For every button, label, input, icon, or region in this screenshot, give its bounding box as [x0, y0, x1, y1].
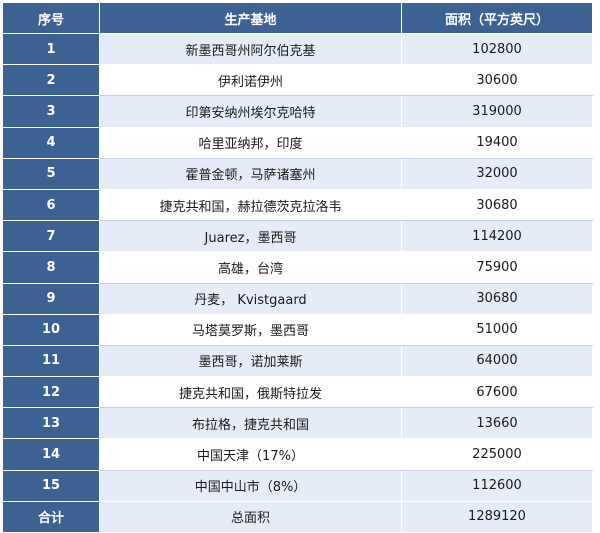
row-number-cell: 8	[2, 251, 100, 284]
total-label: 合计	[2, 500, 100, 533]
area-cell: 30680	[401, 282, 593, 315]
area-cell: 114200	[401, 220, 593, 253]
row-number-cell: 11	[2, 344, 100, 378]
area-cell: 75900	[401, 251, 593, 284]
area-cell: 30680	[401, 188, 593, 222]
site-cell: 马塔莫罗斯，墨西哥	[99, 313, 402, 346]
column-header-site: 生产基地	[99, 2, 402, 34]
site-cell: Juarez，墨西哥	[99, 220, 402, 253]
table-row: 13 布拉格，捷克共和国 13660	[2, 407, 593, 440]
row-number-cell: 13	[2, 407, 100, 440]
site-cell: 中国中山市（8%）	[99, 469, 402, 502]
table-row: 10 马塔莫罗斯，墨西哥 51000	[2, 313, 593, 346]
table-row: 9 丹麦， Kvistgaard 30680	[2, 282, 593, 315]
table-row: 15 中国中山市（8%） 112600	[2, 469, 593, 502]
table-header-row: 序号 生产基地 面积（平方英尺）	[2, 2, 593, 34]
table-row: 6 捷克共和国，赫拉德茨克拉洛韦 30680	[2, 188, 593, 222]
row-number-cell: 15	[2, 469, 100, 502]
area-cell: 51000	[401, 313, 593, 346]
site-cell: 捷克共和国，俄斯特拉发	[99, 376, 402, 409]
area-cell: 102800	[401, 32, 593, 66]
site-cell: 高雄，台湾	[99, 251, 402, 284]
site-cell: 墨西哥，诺加莱斯	[99, 344, 402, 378]
site-cell: 伊利诺伊州	[99, 64, 402, 97]
site-cell: 霍普金顿，马萨诸塞州	[99, 157, 402, 190]
table-row: 12 捷克共和国，俄斯特拉发 67600	[2, 376, 593, 409]
area-cell: 64000	[401, 344, 593, 378]
row-number-cell: 12	[2, 376, 100, 409]
area-cell: 30600	[401, 64, 593, 97]
table-row: 11 墨西哥，诺加莱斯 64000	[2, 344, 593, 378]
area-cell: 67600	[401, 376, 593, 409]
area-cell: 112600	[401, 469, 593, 502]
site-cell: 丹麦， Kvistgaard	[99, 282, 402, 315]
site-cell: 布拉格，捷克共和国	[99, 407, 402, 440]
table-row: 2 伊利诺伊州 30600	[2, 64, 593, 97]
site-cell: 印第安纳州埃尔克哈特	[99, 95, 402, 128]
table-row: 8 高雄，台湾 75900	[2, 251, 593, 284]
table-row: 14 中国天津（17%） 225000	[2, 438, 593, 471]
table-row: 7 Juarez，墨西哥 114200	[2, 220, 593, 253]
row-number-cell: 7	[2, 220, 100, 253]
site-cell: 中国天津（17%）	[99, 438, 402, 471]
table-row: 3 印第安纳州埃尔克哈特 319000	[2, 95, 593, 128]
total-area-cell: 1289120	[401, 500, 593, 533]
row-number-cell: 9	[2, 282, 100, 315]
area-cell: 225000	[401, 438, 593, 471]
row-number-cell: 10	[2, 313, 100, 346]
row-number-cell: 4	[2, 126, 100, 159]
row-number-cell: 14	[2, 438, 100, 471]
total-row: 合计 总面积 1289120	[2, 500, 593, 533]
row-number-cell: 3	[2, 95, 100, 128]
table-row: 4 哈里亚纳邦，印度 19400	[2, 126, 593, 159]
column-header-number: 序号	[2, 2, 100, 34]
row-number-cell: 5	[2, 157, 100, 190]
site-cell: 新墨西哥州阿尔伯克基	[99, 32, 402, 66]
site-cell: 捷克共和国，赫拉德茨克拉洛韦	[99, 188, 402, 222]
total-site-cell: 总面积	[99, 500, 402, 533]
row-number-cell: 2	[2, 64, 100, 97]
area-cell: 319000	[401, 95, 593, 128]
site-cell: 哈里亚纳邦，印度	[99, 126, 402, 159]
table-body: 1 新墨西哥州阿尔伯克基 102800 2 伊利诺伊州 30600 3 印第安纳州埃尔克哈特 3…	[2, 32, 593, 502]
row-number-cell: 1	[2, 32, 100, 66]
table-row: 1 新墨西哥州阿尔伯克基 102800	[2, 32, 593, 66]
area-cell: 13660	[401, 407, 593, 440]
area-cell: 19400	[401, 126, 593, 159]
column-header-area: 面积（平方英尺）	[401, 2, 593, 34]
row-number-cell: 6	[2, 188, 100, 222]
table-row: 5 霍普金顿，马萨诸塞州 32000	[2, 157, 593, 190]
area-cell: 32000	[401, 157, 593, 190]
